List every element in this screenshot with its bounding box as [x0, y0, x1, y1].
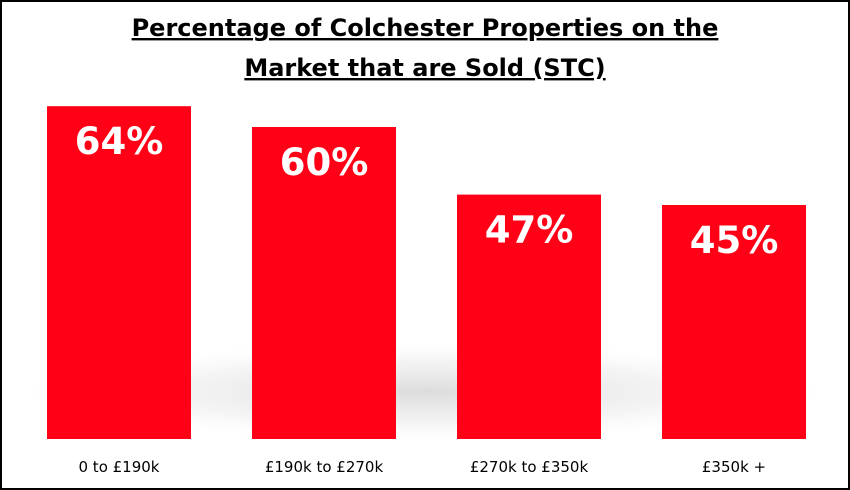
category-label-3: £270k to £350k — [470, 458, 589, 476]
bar-2 — [252, 127, 396, 439]
category-label-2: £190k to £270k — [265, 458, 384, 476]
bar-1 — [47, 106, 191, 439]
data-label-4: 45% — [690, 219, 779, 262]
data-label-2: 60% — [280, 141, 369, 184]
data-label-1: 64% — [75, 120, 164, 163]
data-label-3: 47% — [485, 209, 574, 252]
chart-title-line-2: Market that are Sold (STC) — [244, 54, 605, 82]
category-axis-labels: 0 to £190k £190k to £270k £270k to £350k £3… — [79, 458, 767, 476]
floor-shadow — [5, 340, 845, 444]
bar-4 — [662, 205, 806, 439]
bars-group — [47, 106, 806, 439]
bar-3 — [457, 194, 601, 439]
data-labels-group: 64% 60% 47% 45% — [75, 120, 779, 262]
category-label-1: 0 to £190k — [79, 458, 160, 476]
chart-title-line-1: Percentage of Colchester Properties on t… — [132, 14, 719, 42]
category-label-4: £350k + — [702, 458, 766, 476]
